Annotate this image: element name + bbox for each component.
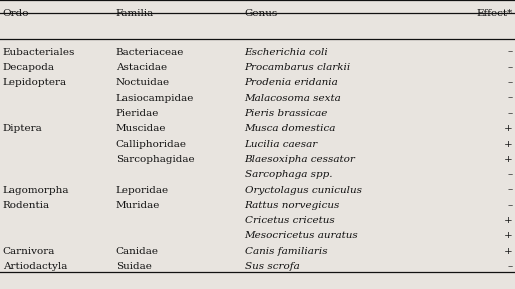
Text: Lucilia caesar: Lucilia caesar [245,140,318,149]
Text: Lepidoptera: Lepidoptera [3,78,67,87]
Text: –: – [507,94,512,103]
Text: Canis familiaris: Canis familiaris [245,247,327,256]
Text: Procambarus clarkii: Procambarus clarkii [245,63,351,72]
Text: +: + [504,140,512,149]
Text: –: – [507,63,512,72]
Text: Decapoda: Decapoda [3,63,55,72]
Text: +: + [504,231,512,240]
Text: Muridae: Muridae [116,201,160,210]
Text: Cricetus cricetus: Cricetus cricetus [245,216,334,225]
Text: Suidae: Suidae [116,262,152,271]
Text: +: + [504,247,512,256]
Text: Lagomorpha: Lagomorpha [3,186,69,194]
Text: Calliphoridae: Calliphoridae [116,140,187,149]
Text: Sus scrofa: Sus scrofa [245,262,299,271]
Text: Pieridae: Pieridae [116,109,159,118]
Text: Diptera: Diptera [3,124,42,133]
Text: Sarcophaga spp.: Sarcophaga spp. [245,170,332,179]
Text: Oryctolagus cuniculus: Oryctolagus cuniculus [245,186,362,194]
Text: –: – [507,186,512,194]
Text: Genus: Genus [245,9,278,18]
Text: –: – [507,109,512,118]
Text: Malacosoma sexta: Malacosoma sexta [245,94,341,103]
Text: –: – [507,78,512,87]
Text: +: + [504,216,512,225]
Text: Familia: Familia [116,9,154,18]
Text: –: – [507,201,512,210]
Text: Eubacteriales: Eubacteriales [3,48,75,57]
Text: Leporidae: Leporidae [116,186,169,194]
Text: Musca domestica: Musca domestica [245,124,336,133]
Text: Canidae: Canidae [116,247,159,256]
Text: +: + [504,124,512,133]
Text: Effect*: Effect* [476,9,512,18]
Text: Sarcophagidae: Sarcophagidae [116,155,195,164]
Text: Prodenia eridania: Prodenia eridania [245,78,338,87]
Text: Carnivora: Carnivora [3,247,55,256]
Text: Bacteriaceae: Bacteriaceae [116,48,184,57]
Text: –: – [507,262,512,271]
Text: Muscidae: Muscidae [116,124,166,133]
Text: –: – [507,48,512,57]
Text: Rodentia: Rodentia [3,201,50,210]
Text: Mesocricetus auratus: Mesocricetus auratus [245,231,358,240]
Text: Pieris brassicae: Pieris brassicae [245,109,328,118]
Text: –: – [507,170,512,179]
Text: Noctuidae: Noctuidae [116,78,170,87]
Text: Artiodactyla: Artiodactyla [3,262,67,271]
Text: Ordo: Ordo [3,9,29,18]
Text: Blaesoxipha cessator: Blaesoxipha cessator [245,155,355,164]
Text: Escherichia coli: Escherichia coli [245,48,329,57]
Text: +: + [504,155,512,164]
Text: Astacidae: Astacidae [116,63,167,72]
Text: Lasiocampidae: Lasiocampidae [116,94,194,103]
Text: Rattus norvegicus: Rattus norvegicus [245,201,340,210]
